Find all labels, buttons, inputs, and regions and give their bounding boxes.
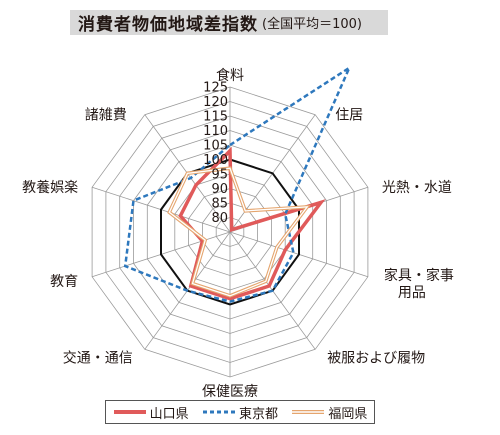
axis-label: 交通・通信 — [63, 349, 133, 366]
axis-label: 家具・家事用品 — [384, 267, 454, 301]
reference-polygon — [160, 158, 300, 306]
tick-label: 90 — [211, 182, 228, 197]
legend-swatch-fukuoka — [292, 410, 325, 414]
axis-label: 被服および履物 — [327, 350, 425, 366]
series-line-2 — [167, 166, 311, 298]
legend-label-tokyo: 東京都 — [238, 406, 278, 422]
legend-swatch-tokyo — [202, 410, 235, 414]
legend-label-fukuoka: 福岡県 — [328, 406, 368, 422]
tick-label: 120 — [203, 95, 228, 110]
tick-label: 100 — [203, 153, 228, 168]
axis-label: 教育 — [50, 274, 78, 290]
chart-title: 消費者物価地域差指数 — [78, 15, 258, 35]
legend-item-yamaguchi: 山口県 — [113, 403, 189, 422]
chart-title-box: 消費者物価地域差指数 (全国平均＝100) — [70, 10, 388, 35]
tick-label: 125 — [203, 81, 228, 96]
legend: 山口県 東京都 福岡県 — [105, 400, 375, 424]
chart-subtitle: (全国平均＝100) — [262, 17, 362, 32]
tick-label: 105 — [203, 139, 228, 154]
tick-label: 115 — [203, 110, 228, 125]
tick-label: 80 — [211, 211, 228, 226]
axis-label: 教養娯楽 — [22, 179, 78, 196]
series-line-0 — [178, 146, 326, 301]
tick-label: 85 — [211, 197, 228, 212]
legend-label-yamaguchi: 山口県 — [149, 406, 189, 422]
legend-item-tokyo: 東京都 — [202, 403, 278, 422]
axis-label: 住居 — [335, 108, 363, 124]
tick-label: 95 — [211, 168, 228, 183]
axis-label: 諸雑費 — [85, 108, 127, 124]
series-line-2-inner — [168, 167, 309, 297]
legend-item-fukuoka: 福岡県 — [291, 403, 367, 422]
series-line-1 — [123, 64, 353, 303]
axis-label: 保健医療 — [202, 383, 258, 400]
axis-label: 光熱・水道 — [382, 180, 452, 196]
legend-swatch-yamaguchi — [113, 410, 146, 414]
tick-label: 110 — [203, 124, 228, 139]
axis-label: 食料 — [216, 67, 244, 84]
